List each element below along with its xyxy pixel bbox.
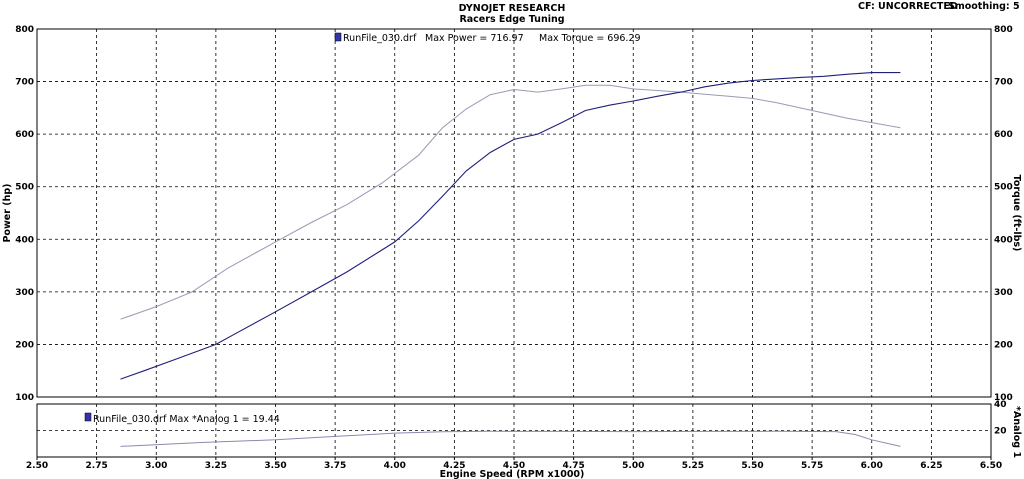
power-tick-label: 200 (15, 340, 34, 350)
rpm-tick-label: 4.25 (443, 461, 465, 471)
rpm-tick-label: 5.50 (741, 461, 763, 471)
rpm-tick-label: 6.00 (861, 461, 883, 471)
torque-axis-label: Torque (ft-lbs) (1011, 175, 1022, 252)
analog-series-line (120, 430, 901, 447)
torque-axis-ticks: 100 200 300 400 500 600 700 800 (994, 25, 1013, 403)
rpm-tick-label: 5.00 (622, 461, 644, 471)
analog-tick-label: 40 (994, 400, 1007, 410)
rpm-tick-label: 6.50 (980, 461, 1002, 471)
analog-tick-label: 20 (994, 427, 1007, 437)
power-tick-label: 500 (15, 183, 34, 193)
rpm-tick-label: 5.75 (801, 461, 823, 471)
torque-tick-label: 400 (994, 235, 1013, 245)
smoothing-label: Smoothing: 5 (948, 1, 1020, 12)
power-tick-label: 100 (15, 393, 34, 403)
analog-legend-icon (84, 412, 92, 422)
rpm-tick-label: 3.25 (205, 461, 227, 471)
torque-series-line (120, 84, 901, 320)
rpm-tick-label: 3.75 (324, 461, 346, 471)
legend-file-name: RunFile_030.drf (343, 33, 417, 44)
analog-plot-grid (37, 404, 991, 457)
rpm-tick-label: 4.00 (384, 461, 406, 471)
rpm-tick-label: 2.50 (26, 461, 48, 471)
rpm-axis-ticks: 2.50 2.75 3.00 3.25 3.50 3.75 4.00 4.25 4.50 4.75… (26, 457, 1002, 471)
power-series-line (120, 72, 901, 380)
torque-tick-label: 300 (994, 288, 1013, 298)
rpm-tick-label: 6.25 (920, 461, 942, 471)
rpm-axis-label: Engine Speed (RPM x1000) (440, 469, 585, 479)
chart-subtitle: Racers Edge Tuning (459, 14, 564, 25)
legend-max-torque: Max Torque = 696.29 (539, 33, 641, 44)
rpm-tick-label: 3.50 (264, 461, 286, 471)
torque-tick-label: 700 (994, 78, 1013, 88)
analog-legend-text: RunFile_030.drf Max *Analog 1 = 19.44 (93, 414, 280, 425)
correction-factor-label: CF: UNCORRECTED (858, 1, 958, 12)
rpm-tick-label: 5.25 (682, 461, 704, 471)
power-tick-label: 700 (15, 78, 34, 88)
rpm-tick-label: 2.75 (86, 461, 108, 471)
legend-file-icon (334, 32, 342, 42)
power-tick-label: 400 (15, 235, 34, 245)
torque-tick-label: 200 (994, 340, 1013, 350)
torque-tick-label: 500 (994, 183, 1013, 193)
torque-tick-label: 100 (994, 393, 1013, 403)
rpm-tick-label: 4.50 (503, 461, 525, 471)
rpm-tick-label: 3.00 (145, 461, 167, 471)
chart-title: DYNOJET RESEARCH (459, 3, 566, 14)
power-tick-label: 800 (15, 25, 34, 35)
power-tick-label: 300 (15, 288, 34, 298)
power-tick-label: 600 (15, 130, 34, 140)
legend-max-power: Max Power = 716.97 (425, 33, 524, 44)
torque-tick-label: 800 (994, 25, 1013, 35)
analog-axis-label: *Analog 1 (1011, 406, 1022, 458)
main-plot-grid (37, 29, 991, 397)
power-axis-ticks: 100 200 300 400 500 600 700 800 (15, 25, 34, 403)
power-axis-label: Power (hp) (2, 184, 13, 243)
rpm-tick-label: 4.75 (563, 461, 585, 471)
torque-tick-label: 600 (994, 130, 1013, 140)
